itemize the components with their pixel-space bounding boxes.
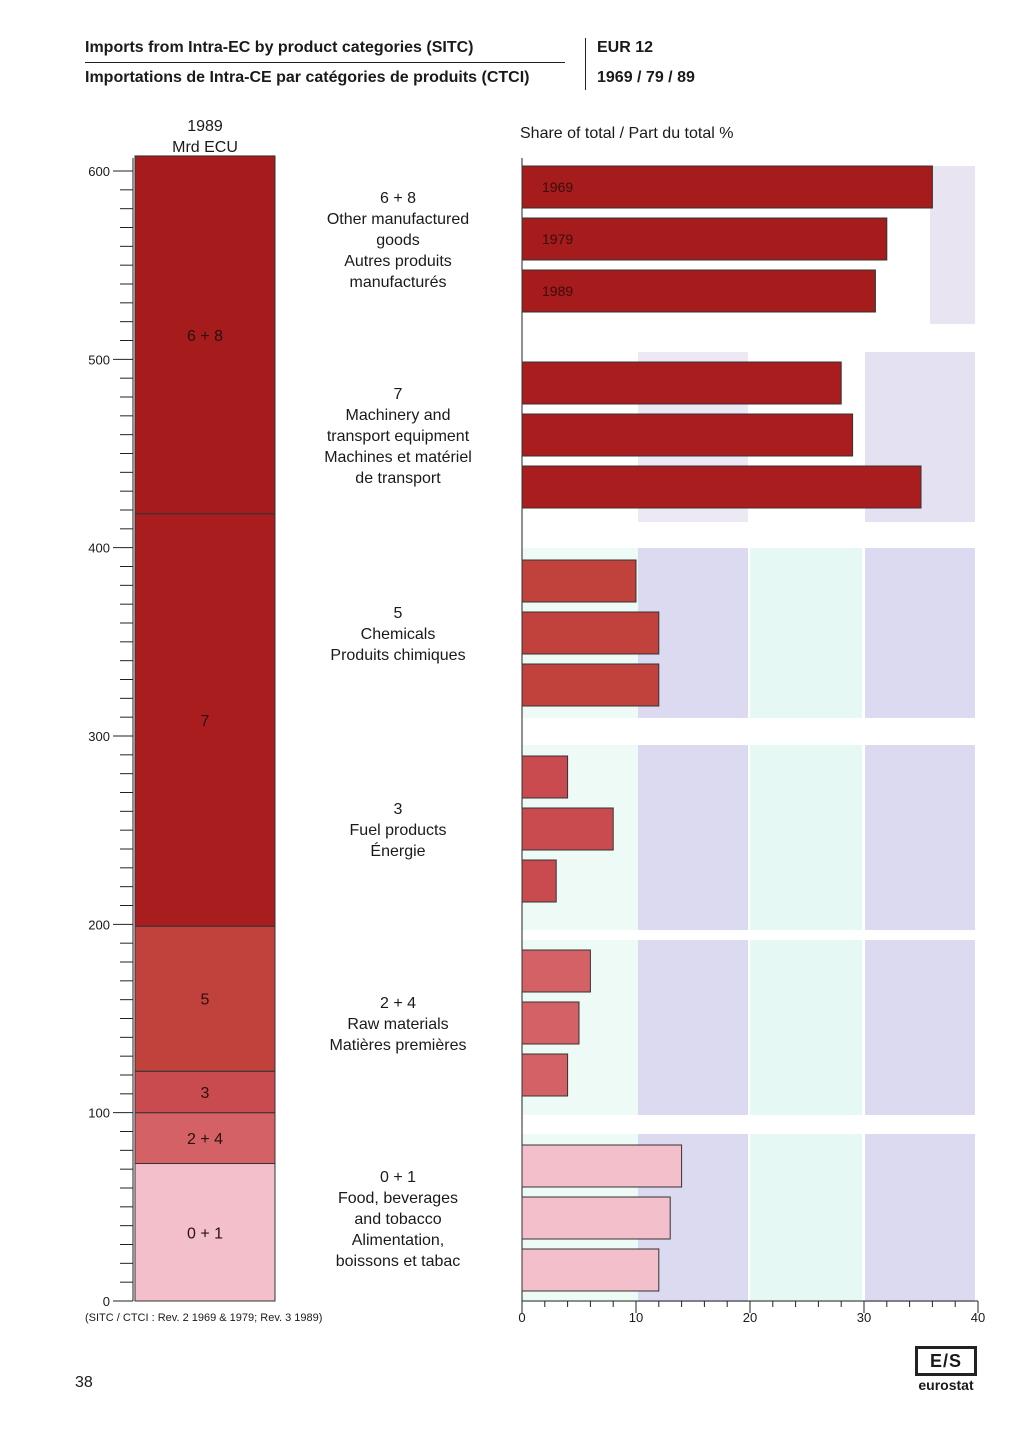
title-divider	[85, 62, 565, 63]
background-panel	[750, 940, 862, 1115]
share-bar-year-label: 1969	[542, 179, 573, 195]
stack-year: 1989	[187, 118, 223, 135]
stack-y-tick-label: 600	[88, 164, 110, 179]
share-bar	[521, 949, 591, 993]
background-panel	[930, 166, 975, 324]
category-label-line: Fuel products	[350, 822, 447, 839]
background-panel	[865, 940, 975, 1115]
stack-segment-label: 3	[201, 1085, 210, 1102]
stack-y-tick-label: 200	[88, 917, 110, 932]
share-bar	[521, 1053, 569, 1097]
share-bar	[521, 611, 660, 655]
category-label-line: 3	[394, 801, 403, 818]
category-labels: 6 + 8 Other manufactured goods Autres produ…	[324, 190, 472, 1270]
background-panel	[750, 1134, 862, 1302]
share-x-tick-label: 10	[629, 1310, 643, 1325]
stack-segment-label: 0 + 1	[187, 1225, 223, 1242]
background-panel	[865, 548, 975, 718]
share-bar	[521, 1196, 671, 1240]
stack-segment	[134, 1112, 276, 1165]
category-label-line: manufacturés	[350, 274, 447, 291]
share-bar	[521, 361, 842, 405]
category-label-line: 5	[394, 605, 403, 622]
share-x-tick-label: 20	[743, 1310, 757, 1325]
share-bar	[521, 217, 888, 261]
background-panel	[750, 745, 862, 930]
share-x-tick-label: 40	[971, 1310, 985, 1325]
stacked-column-chart: 0 100 200 300 400 500 600 0 + 1 2 + 4 3 5 7 6 + 8	[88, 155, 276, 1309]
stack-unit: Mrd ECU	[172, 139, 238, 156]
category-label-line: Machinery and	[346, 407, 451, 424]
share-bar	[521, 413, 854, 457]
share-chart-header: Share of total / Part du total %	[520, 125, 734, 142]
category-label-line: 2 + 4	[380, 995, 416, 1012]
category-label-line: goods	[376, 232, 420, 249]
stack-segment-label: 2 + 4	[187, 1131, 223, 1148]
share-bar	[521, 269, 876, 313]
background-decoration	[522, 166, 975, 1302]
share-bar-year-label: 1989	[542, 283, 573, 299]
share-bar	[521, 859, 557, 903]
region-label: EUR 12	[597, 39, 654, 56]
category-label-line: Chemicals	[361, 626, 436, 643]
stack-segment-label: 5	[201, 992, 210, 1009]
stack-y-tick-label: 100	[88, 1106, 110, 1121]
share-bar	[521, 755, 569, 799]
category-label-line: de transport	[355, 470, 441, 487]
background-panel	[865, 745, 975, 930]
stack-y-tick-label: 400	[88, 541, 110, 556]
category-label-line: Matières premières	[330, 1037, 467, 1054]
category-label-line: Other manufactured	[327, 211, 469, 228]
eurostat-logo-mark: E/S	[915, 1346, 977, 1376]
category-label-line: Énergie	[370, 841, 425, 860]
share-bar-year-label: 1979	[542, 231, 573, 247]
category-label-line: 7	[394, 386, 403, 403]
stack-segment-label: 6 + 8	[187, 328, 223, 345]
stack-y-tick-label: 300	[88, 729, 110, 744]
share-bar	[521, 165, 933, 209]
eurostat-logo-text: eurostat	[918, 1377, 974, 1393]
category-label-line: 6 + 8	[380, 190, 416, 207]
share-bar	[521, 1001, 580, 1045]
background-panel	[865, 1134, 975, 1302]
years-label: 1969 / 79 / 89	[597, 69, 695, 86]
share-bar	[521, 1248, 660, 1292]
stack-segment	[134, 925, 276, 1072]
category-label-line: Alimentation,	[352, 1232, 445, 1249]
share-bar	[521, 1144, 683, 1188]
category-label-line: Raw materials	[347, 1016, 448, 1033]
header-separator	[585, 38, 586, 90]
category-label-line: Autres produits	[344, 253, 452, 270]
category-label-line: and tobacco	[354, 1211, 441, 1228]
category-label-line: boissons et tabac	[336, 1253, 461, 1270]
category-label-line: 0 + 1	[380, 1169, 416, 1186]
background-panel	[750, 548, 862, 718]
share-bar-chart: 0 10 20 30 40 1969 1979 1989	[518, 158, 985, 1325]
share-bar	[521, 559, 637, 603]
share-x-tick-label: 30	[857, 1310, 871, 1325]
chart-title-fr: Importations de Intra-CE par catégories …	[85, 69, 530, 86]
share-bar	[521, 663, 660, 707]
background-panel	[638, 940, 748, 1115]
share-bar	[521, 807, 614, 851]
chart-title-en: Imports from Intra-EC by product categor…	[85, 39, 474, 56]
background-panel	[638, 745, 748, 930]
stack-segment-label: 7	[201, 713, 210, 730]
stack-segment	[134, 1163, 276, 1302]
share-bar	[521, 465, 922, 509]
eurostat-logo: E/S eurostat	[912, 1346, 980, 1393]
category-label-line: Food, beverages	[338, 1190, 458, 1207]
category-label-line: Produits chimiques	[330, 647, 465, 664]
category-label-line: Machines et matériel	[324, 449, 472, 466]
footnote: (SITC / CTCI : Rev. 2 1969 & 1979; Rev. …	[85, 1312, 323, 1324]
stack-y-tick-label: 500	[88, 352, 110, 367]
stack-chart-header: 1989 Mrd ECU	[150, 116, 260, 158]
page-number: 38	[75, 1374, 93, 1391]
stack-segment	[134, 155, 276, 515]
stack-y-tick-label: 0	[103, 1294, 110, 1309]
share-x-tick-label: 0	[518, 1310, 525, 1325]
category-label-line: transport equipment	[327, 428, 470, 445]
